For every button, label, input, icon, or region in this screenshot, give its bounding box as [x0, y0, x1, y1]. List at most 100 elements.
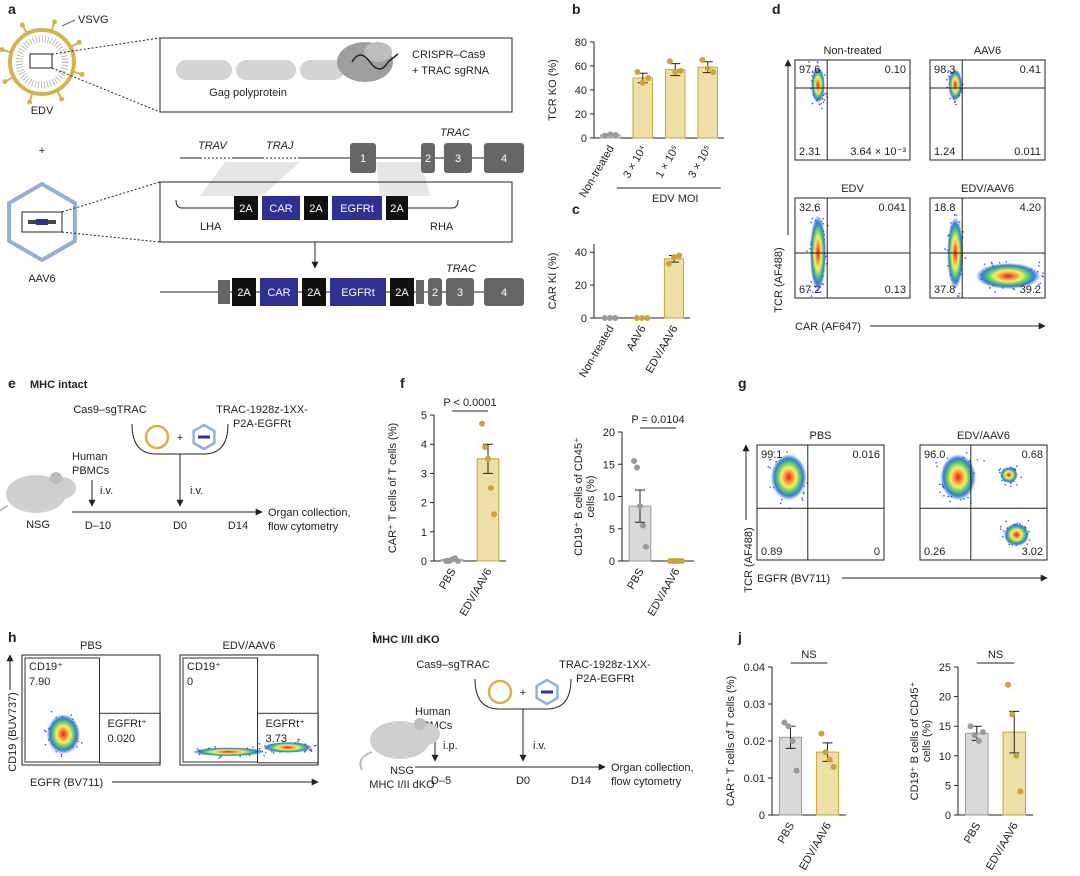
plot-title: PBS [80, 640, 102, 652]
mouse-label: NSG [390, 765, 414, 777]
event-dot [196, 748, 199, 750]
event-dot [999, 471, 1001, 474]
plot-frame [929, 59, 1046, 161]
exon [428, 278, 442, 306]
donor-box [159, 181, 513, 243]
plus: + [39, 145, 45, 157]
data-point [601, 315, 608, 321]
y-tick-label: 10 [603, 492, 615, 504]
data-point [644, 315, 651, 321]
event-dot [50, 710, 53, 713]
data-point [485, 455, 491, 462]
event-dot [811, 102, 814, 105]
quadrant-value: 99.1 [761, 449, 782, 461]
event-dot [1000, 526, 1002, 528]
plot-frame [929, 197, 1046, 299]
event-dot [1042, 276, 1044, 278]
data-point [1009, 711, 1016, 718]
gag-segment [300, 60, 344, 80]
callout [61, 19, 76, 27]
quadrant-value: 3.64 × 10⁻³ [850, 146, 906, 158]
data-point [1005, 681, 1012, 688]
gate [24, 657, 101, 763]
bar [632, 77, 653, 139]
event-dot [820, 103, 822, 105]
event-dot [264, 752, 267, 754]
x-tick-label: EDV/AAV6 [984, 821, 1021, 873]
plot-title: EDV/AAV6 [223, 640, 276, 652]
quadrant-value: 0.68 [1022, 449, 1043, 461]
y-axis-label: CAR KI (%) [547, 253, 559, 310]
event-dot [809, 289, 812, 292]
data-point [826, 756, 833, 763]
event-dot [1005, 520, 1007, 523]
exon [444, 143, 472, 173]
gag-segment [236, 60, 296, 80]
gate-name: CD19⁺ [29, 661, 63, 673]
data-point [793, 767, 800, 774]
gag-segment [176, 60, 232, 80]
x-tick-label: PBS [437, 567, 458, 592]
quadrant-value: 37.8 [934, 284, 955, 296]
event-dot [1005, 261, 1008, 263]
density [940, 454, 976, 501]
y-tick-label: 0.04 [744, 662, 765, 674]
y-tick-label: 5 [421, 410, 427, 422]
plot-title: AAV6 [974, 45, 1001, 57]
event-dot [1004, 483, 1006, 486]
homology-shade [200, 162, 300, 196]
plus: + [177, 432, 183, 444]
y-tick-label: 25 [939, 662, 951, 674]
vsvg-head [76, 39, 82, 45]
event-dot [936, 465, 938, 468]
edited-element [330, 278, 386, 306]
donor-label: 2A [309, 203, 323, 215]
event-dot [779, 502, 782, 504]
event-dot [1042, 272, 1044, 274]
data-point [676, 252, 683, 259]
data-point [642, 543, 649, 550]
y-tick-label: 5 [945, 780, 951, 792]
data-point [789, 738, 796, 744]
event-dot [1016, 465, 1018, 468]
y-tick-label: 80 [575, 37, 587, 49]
data-point [699, 57, 706, 63]
event-dot [218, 757, 220, 759]
x-tick-label: AAV6 [625, 324, 649, 354]
density [770, 454, 807, 501]
y-tick-label: 15 [603, 459, 615, 471]
plot-frame [21, 654, 161, 766]
y-tick-label: 1 [421, 527, 427, 539]
event-dot [1026, 543, 1028, 545]
vsvg-head [51, 19, 57, 25]
x-tick-label: Non-treated [577, 144, 616, 200]
mouse-label: NSG [26, 519, 50, 531]
mouse-label: MHC I/II dKO [369, 779, 435, 791]
event-dot [998, 262, 1001, 264]
event-dot [964, 257, 967, 259]
event-dot [823, 99, 826, 101]
quadrant-value: 39.2 [1020, 284, 1041, 296]
significance-label: NS [988, 649, 1003, 661]
event-dot [810, 295, 813, 297]
y-tick-label: 0 [581, 133, 587, 145]
event-dot [949, 500, 951, 503]
cells: Human [415, 706, 450, 718]
exon [218, 280, 230, 304]
event-dot [943, 494, 945, 497]
data-point [665, 260, 672, 267]
event-dot [70, 714, 73, 716]
event-dot [44, 729, 46, 732]
bar [665, 69, 686, 139]
panel-letter: e [8, 375, 16, 391]
data-point [781, 719, 788, 726]
event-dot [1002, 535, 1004, 538]
edited-element [390, 278, 414, 306]
event-dot [999, 468, 1002, 470]
edited-label: EGFRt [341, 287, 375, 299]
quadrant-value: 1.24 [934, 146, 955, 158]
event-dot [935, 461, 937, 464]
y-axis-label: CAR⁺ T cells of T cells (%) [725, 676, 737, 806]
quadrant-value: 0.41 [1020, 64, 1041, 76]
quadrant-value: 0.041 [878, 202, 906, 214]
